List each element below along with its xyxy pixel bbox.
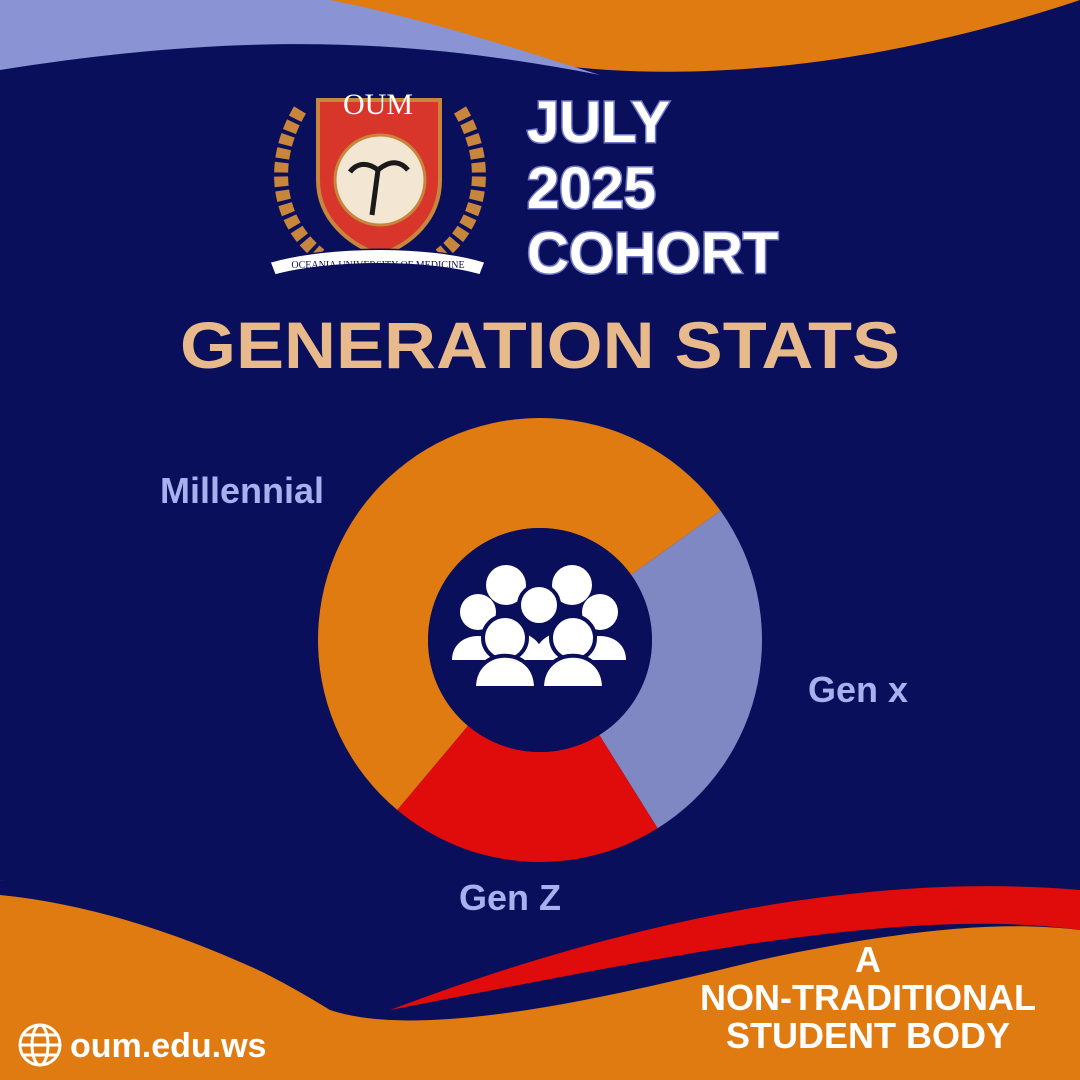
donut-segment	[599, 510, 762, 829]
bottom-swoosh	[390, 886, 1080, 1010]
donut-segment	[397, 725, 658, 863]
globe-icon	[18, 1023, 62, 1067]
donut-chart: Millennial Gen x Gen Z	[160, 418, 908, 918]
segment-label: Gen Z	[459, 877, 561, 918]
donut-hole	[428, 528, 652, 752]
website[interactable]: oum.edu.ws	[70, 1027, 266, 1065]
logo-acronym: OUM	[343, 88, 413, 121]
people-icon	[452, 565, 626, 690]
segment-label: Millennial	[160, 470, 324, 511]
tagline-line: STUDENT BODY	[726, 1015, 1010, 1056]
bottom-curve	[0, 880, 1080, 1080]
chart-title: GENERATION STATS	[180, 308, 900, 382]
donut-segment	[318, 418, 721, 811]
header-line: JULY	[527, 90, 670, 155]
bottom-edge	[0, 880, 300, 990]
tagline-line: A	[855, 939, 881, 980]
segment-label: Gen x	[808, 669, 908, 710]
logo: OUM OCEANIA UNIVERSITY OF MEDICINE	[269, 88, 486, 276]
logo-name: OCEANIA UNIVERSITY OF MEDICINE	[291, 260, 464, 271]
top-swoosh	[0, 0, 600, 75]
header-line: COHORT	[527, 221, 778, 286]
tagline-line: NON-TRADITIONAL	[700, 977, 1036, 1018]
header-line: 2025	[527, 156, 656, 221]
